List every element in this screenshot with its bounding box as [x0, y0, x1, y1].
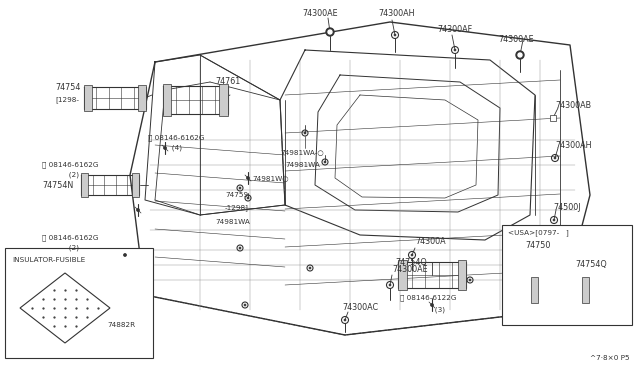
- Circle shape: [239, 247, 241, 249]
- Circle shape: [136, 208, 140, 212]
- Circle shape: [328, 30, 332, 34]
- Text: 74754Q: 74754Q: [575, 260, 607, 269]
- Circle shape: [124, 253, 127, 257]
- Bar: [458, 260, 466, 290]
- Text: 74300AB: 74300AB: [555, 100, 591, 109]
- Text: Ⓑ 08146-6162G: Ⓑ 08146-6162G: [42, 235, 99, 241]
- Bar: [531, 277, 538, 303]
- Bar: [81, 173, 88, 197]
- Circle shape: [431, 304, 433, 307]
- FancyBboxPatch shape: [5, 248, 153, 358]
- Text: <USA>[0797-   ]: <USA>[0797- ]: [508, 230, 569, 236]
- Circle shape: [516, 51, 524, 59]
- Text: 74300AE: 74300AE: [392, 266, 428, 275]
- Bar: [163, 84, 171, 116]
- Text: 74981WA-○: 74981WA-○: [280, 149, 324, 155]
- Text: 74300AH: 74300AH: [378, 10, 415, 19]
- Circle shape: [553, 219, 555, 221]
- Circle shape: [469, 279, 471, 281]
- Text: (2): (2): [62, 245, 79, 251]
- Text: [1298-: [1298-: [55, 97, 79, 103]
- Circle shape: [239, 187, 241, 189]
- Text: 74981WA: 74981WA: [285, 162, 320, 168]
- Bar: [84, 85, 92, 111]
- Text: INSULATOR-FUSIBLE: INSULATOR-FUSIBLE: [12, 257, 85, 263]
- Circle shape: [518, 53, 522, 57]
- Text: 74759: 74759: [225, 192, 248, 198]
- Bar: [550, 115, 556, 121]
- Circle shape: [394, 34, 396, 36]
- Circle shape: [244, 304, 246, 306]
- Text: (3): (3): [428, 307, 445, 313]
- Bar: [220, 84, 227, 116]
- Circle shape: [344, 319, 346, 321]
- Text: 74300AE: 74300AE: [498, 35, 534, 45]
- Text: (2): (2): [62, 172, 79, 178]
- Text: (4): (4): [165, 145, 182, 151]
- Text: 74750: 74750: [525, 241, 550, 250]
- Circle shape: [389, 284, 391, 286]
- Circle shape: [324, 161, 326, 163]
- Text: 74981WA: 74981WA: [215, 219, 250, 225]
- Circle shape: [454, 49, 456, 51]
- Text: 74500J: 74500J: [553, 202, 580, 212]
- Bar: [398, 260, 406, 290]
- Text: 74754N: 74754N: [42, 180, 73, 189]
- Bar: [132, 173, 139, 197]
- Text: 74300AC: 74300AC: [342, 302, 378, 311]
- Text: 74882R: 74882R: [107, 322, 135, 328]
- Circle shape: [554, 157, 556, 159]
- Text: Ⓑ 08146-6162G: Ⓑ 08146-6162G: [148, 135, 205, 141]
- Text: 74754Q: 74754Q: [395, 257, 427, 266]
- Circle shape: [326, 28, 334, 36]
- Bar: [582, 277, 589, 303]
- FancyBboxPatch shape: [502, 225, 632, 325]
- Bar: [138, 85, 146, 111]
- Text: 74981W○: 74981W○: [252, 175, 289, 181]
- Circle shape: [304, 132, 306, 134]
- Circle shape: [163, 147, 166, 150]
- Text: 74300AE: 74300AE: [302, 10, 338, 19]
- Text: 74754: 74754: [55, 83, 81, 93]
- Circle shape: [411, 254, 413, 256]
- Text: 74300A: 74300A: [415, 237, 445, 247]
- Text: 74300AH: 74300AH: [555, 141, 591, 150]
- Text: Ⓑ 08146-6122G: Ⓑ 08146-6122G: [400, 295, 456, 301]
- Circle shape: [247, 197, 249, 199]
- Circle shape: [309, 267, 311, 269]
- Text: 74300AF: 74300AF: [437, 25, 472, 33]
- Text: 74761: 74761: [215, 77, 240, 87]
- Circle shape: [246, 176, 250, 180]
- Text: ^7·8×0 P5: ^7·8×0 P5: [590, 355, 630, 361]
- Text: Ⓑ 08146-6162G: Ⓑ 08146-6162G: [42, 162, 99, 168]
- Text: -1298]: -1298]: [225, 205, 249, 211]
